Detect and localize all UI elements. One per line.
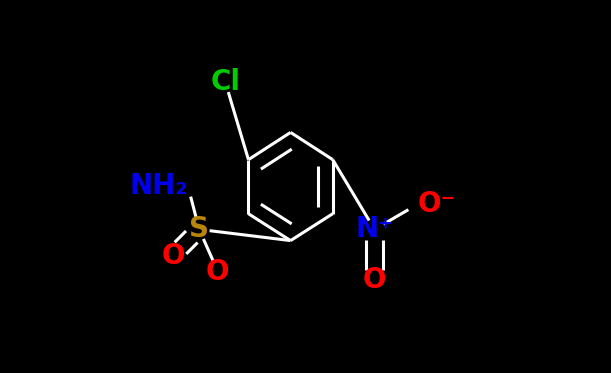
Text: S: S (189, 215, 209, 244)
Text: O: O (363, 266, 386, 295)
Text: O: O (206, 257, 230, 286)
Text: Cl: Cl (210, 68, 240, 96)
Text: O: O (161, 241, 185, 270)
Text: O⁻: O⁻ (417, 190, 456, 219)
Text: N⁺: N⁺ (356, 215, 393, 244)
Text: NH₂: NH₂ (130, 172, 188, 201)
